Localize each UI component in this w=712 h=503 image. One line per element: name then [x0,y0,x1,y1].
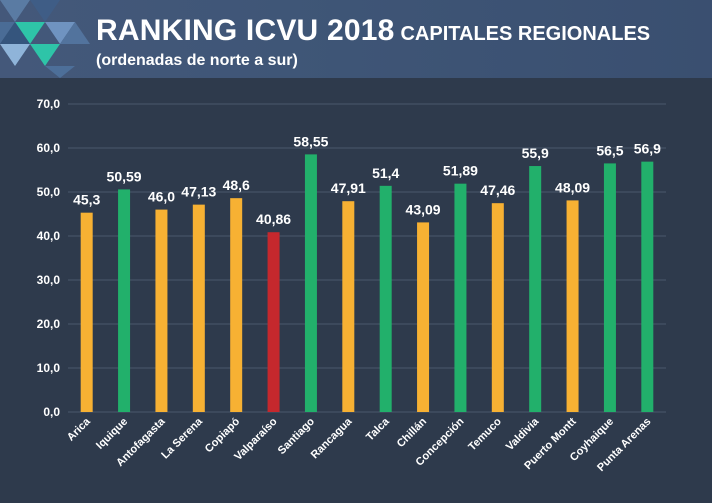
data-label: 50,59 [107,168,142,184]
bar [603,163,616,412]
bars [80,154,654,412]
bar [342,201,355,412]
bar [491,203,504,412]
data-label: 46,0 [148,189,175,205]
bar [118,189,131,412]
bar [454,183,467,412]
gridlines [68,103,666,413]
y-tick-label: 0,0 [43,405,60,419]
data-label: 51,4 [372,165,399,181]
data-labels: 45,3 50,59 46,0 47,13 48,6 40,86 58,55 47,91 51,… [73,133,661,227]
data-label: 55,9 [522,145,549,161]
y-tick-label: 40,0 [37,229,61,243]
x-tick-label: Talca [364,415,392,443]
data-label: 47,46 [480,182,515,198]
data-label: 47,13 [181,184,216,200]
chart-title: RANKING ICVU 2018 CAPITALES REGIONALES [96,14,650,48]
bar [155,209,168,412]
y-tick-label: 20,0 [37,317,61,331]
y-tick-label: 60,0 [37,141,61,155]
title-banner: RANKING ICVU 2018 CAPITALES REGIONALES (o… [0,0,712,78]
title-main: RANKING ICVU 2018 [96,14,395,47]
data-label: 47,91 [331,180,366,196]
bar [566,200,579,412]
x-tick-label: Temuco [466,415,504,453]
title-suffix: CAPITALES REGIONALES [400,23,651,45]
bar [192,204,205,412]
data-label: 56,9 [634,141,661,157]
triangle-logo-icon [0,0,90,78]
y-axis: 0,0 10,0 20,0 30,0 40,0 50,0 60,0 70,0 [37,97,61,419]
x-tick-label: Iquique [94,416,130,452]
data-label: 48,6 [223,177,250,193]
x-tick-label: Rancagua [309,415,355,461]
x-tick-label: Arica [65,415,94,444]
bar [80,212,93,412]
y-tick-label: 30,0 [37,273,61,287]
data-label: 45,3 [73,192,100,208]
bar [641,161,654,412]
bar [417,222,430,412]
data-label: 58,55 [293,133,328,149]
data-label: 56,5 [596,142,623,158]
data-label: 48,09 [555,179,590,195]
x-tick-label: Chillán [395,415,430,450]
data-label: 51,89 [443,163,478,179]
chart-subtitle: (ordenadas de norte a sur) [96,52,298,69]
bar [230,198,243,412]
x-tick-label: Valdivia [504,415,542,453]
data-label: 40,86 [256,211,291,227]
bar [379,185,392,412]
bar [529,166,542,412]
data-label: 43,09 [406,201,441,217]
bar [267,232,280,412]
x-tick-label: La Serena [159,415,205,461]
y-tick-label: 70,0 [37,97,61,111]
y-tick-label: 10,0 [37,361,61,375]
bar [304,154,317,412]
y-tick-label: 50,0 [37,185,61,199]
